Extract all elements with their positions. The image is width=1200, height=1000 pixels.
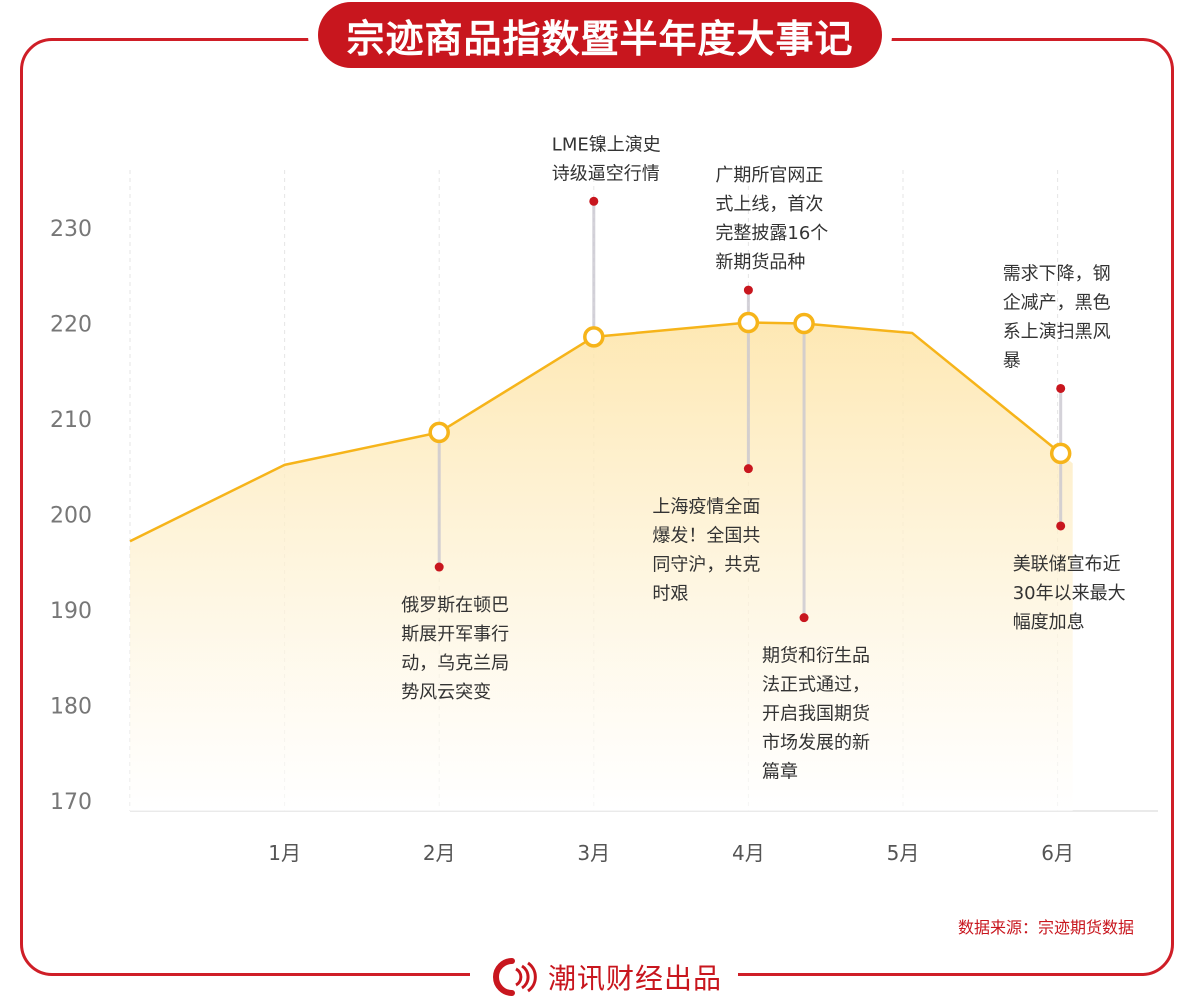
data-point-marker <box>737 311 760 334</box>
event-marker-dot <box>434 562 444 572</box>
event-label-line: 30年以来最大 <box>1013 583 1126 604</box>
event-label-line: 篇章 <box>762 762 798 783</box>
event-label-line: 俄罗斯在顿巴 <box>401 595 509 616</box>
event-connector <box>1059 453 1063 526</box>
x-tick-label: 2月 <box>423 841 456 865</box>
x-tick-label: 5月 <box>887 841 920 865</box>
event-connector <box>746 290 750 323</box>
y-tick-label: 180 <box>50 695 92 720</box>
event-label-line: 时艰 <box>652 584 688 605</box>
axis-layer: 170 180 190 200 210 220 230 1月 2月 3月 4月 5月 6月 <box>50 217 1074 865</box>
y-tick-label: 210 <box>50 408 92 433</box>
event-label-line: 企减产，黑色 <box>1003 292 1111 313</box>
event-label: 广期所官网正式上线，首次完整披露16个新期货品种 <box>715 165 828 273</box>
line-layer <box>129 321 1062 543</box>
event-label-line: 期货和衍生品 <box>762 646 870 667</box>
event-marker-dot <box>743 285 753 295</box>
footer-brand: 潮讯财经出品 <box>470 954 738 1000</box>
data-point-marker <box>793 312 815 335</box>
area-layer <box>130 322 1073 811</box>
event-label-line: 动，乌克兰局 <box>401 653 509 674</box>
series-line <box>129 321 1062 543</box>
event-label-line: 爆发！全国共 <box>652 526 760 547</box>
event-marker-dot <box>799 613 809 623</box>
data-point-marker <box>428 421 450 444</box>
event-marker-dot <box>1056 383 1066 393</box>
y-tick-label: 230 <box>50 217 92 242</box>
y-tick-label: 190 <box>50 599 92 624</box>
y-tick-label: 170 <box>50 790 92 815</box>
event-label: 期货和衍生品法正式通过， 开启我国期货市场发展的新篇章 <box>762 646 870 783</box>
data-point-marker <box>1049 442 1072 465</box>
event-label-line: 式上线，首次 <box>715 194 823 215</box>
event-connector <box>746 322 750 469</box>
x-tick-label: 1月 <box>268 841 301 865</box>
y-tick-label: 200 <box>50 504 92 529</box>
x-tick-label: 4月 <box>732 841 765 865</box>
event-label: 需求下降，钢企减产，黑色系上演扫黑风暴 <box>1003 263 1111 371</box>
event-label-line: 广期所官网正 <box>715 165 823 186</box>
data-source-note: 数据来源：宗迹期货数据 <box>957 918 1134 937</box>
series-area <box>130 322 1073 811</box>
event-label-line: 暴 <box>1003 350 1021 371</box>
event-marker-dot <box>1056 521 1066 531</box>
brand-logo-icon <box>492 958 537 996</box>
event-label-line: 上海疫情全面 <box>652 497 760 518</box>
event-connector <box>437 432 441 568</box>
marker-layer <box>428 196 1072 623</box>
event-label-line: 势风云突变 <box>401 682 491 703</box>
y-tick-label: 220 <box>50 313 92 338</box>
event-label: 俄罗斯在顿巴斯展开军事行动，乌克兰局势风云突变 <box>401 595 509 703</box>
footer-text: 潮讯财经出品 <box>547 962 722 995</box>
event-connector <box>1059 388 1063 454</box>
event-marker-dot <box>743 464 753 474</box>
event-label-line: 法正式通过， <box>762 675 870 696</box>
x-tick-label: 3月 <box>577 841 610 865</box>
event-label-line: 系上演扫黑风 <box>1003 321 1111 342</box>
event-label-line: 斯展开军事行 <box>401 624 509 645</box>
event-connector <box>592 201 596 337</box>
event-label-line: 需求下降，钢 <box>1003 263 1111 284</box>
event-label-line: 开启我国期货 <box>762 704 870 725</box>
event-label-line: 幅度加息 <box>1013 612 1085 633</box>
event-label-line: LME镍上演史 <box>552 134 661 155</box>
event-label-line: 完整披露16个 <box>715 223 828 244</box>
event-label: 美联储宣布近 30年以来最大幅度加息 <box>1013 554 1126 633</box>
event-label: LME镍上演史诗级逼空行情 <box>552 134 661 184</box>
event-label-line: 市场发展的新 <box>762 733 870 754</box>
event-label-line: 诗级逼空行情 <box>552 163 660 184</box>
event-label-line: 同守沪，共克 <box>652 555 760 576</box>
connector-layer <box>437 201 1063 618</box>
event-connector <box>802 323 806 618</box>
event-label-line: 美联储宣布近 <box>1013 554 1121 575</box>
x-tick-label: 6月 <box>1041 841 1074 865</box>
event-label-line: 新期货品种 <box>715 252 805 273</box>
data-point-marker <box>583 326 605 348</box>
event-label: 上海疫情全面爆发！全国共同守沪，共克时艰 <box>652 497 760 605</box>
page-title: 宗迹商品指数暨半年度大事记 <box>318 2 882 68</box>
event-marker-dot <box>589 196 599 206</box>
